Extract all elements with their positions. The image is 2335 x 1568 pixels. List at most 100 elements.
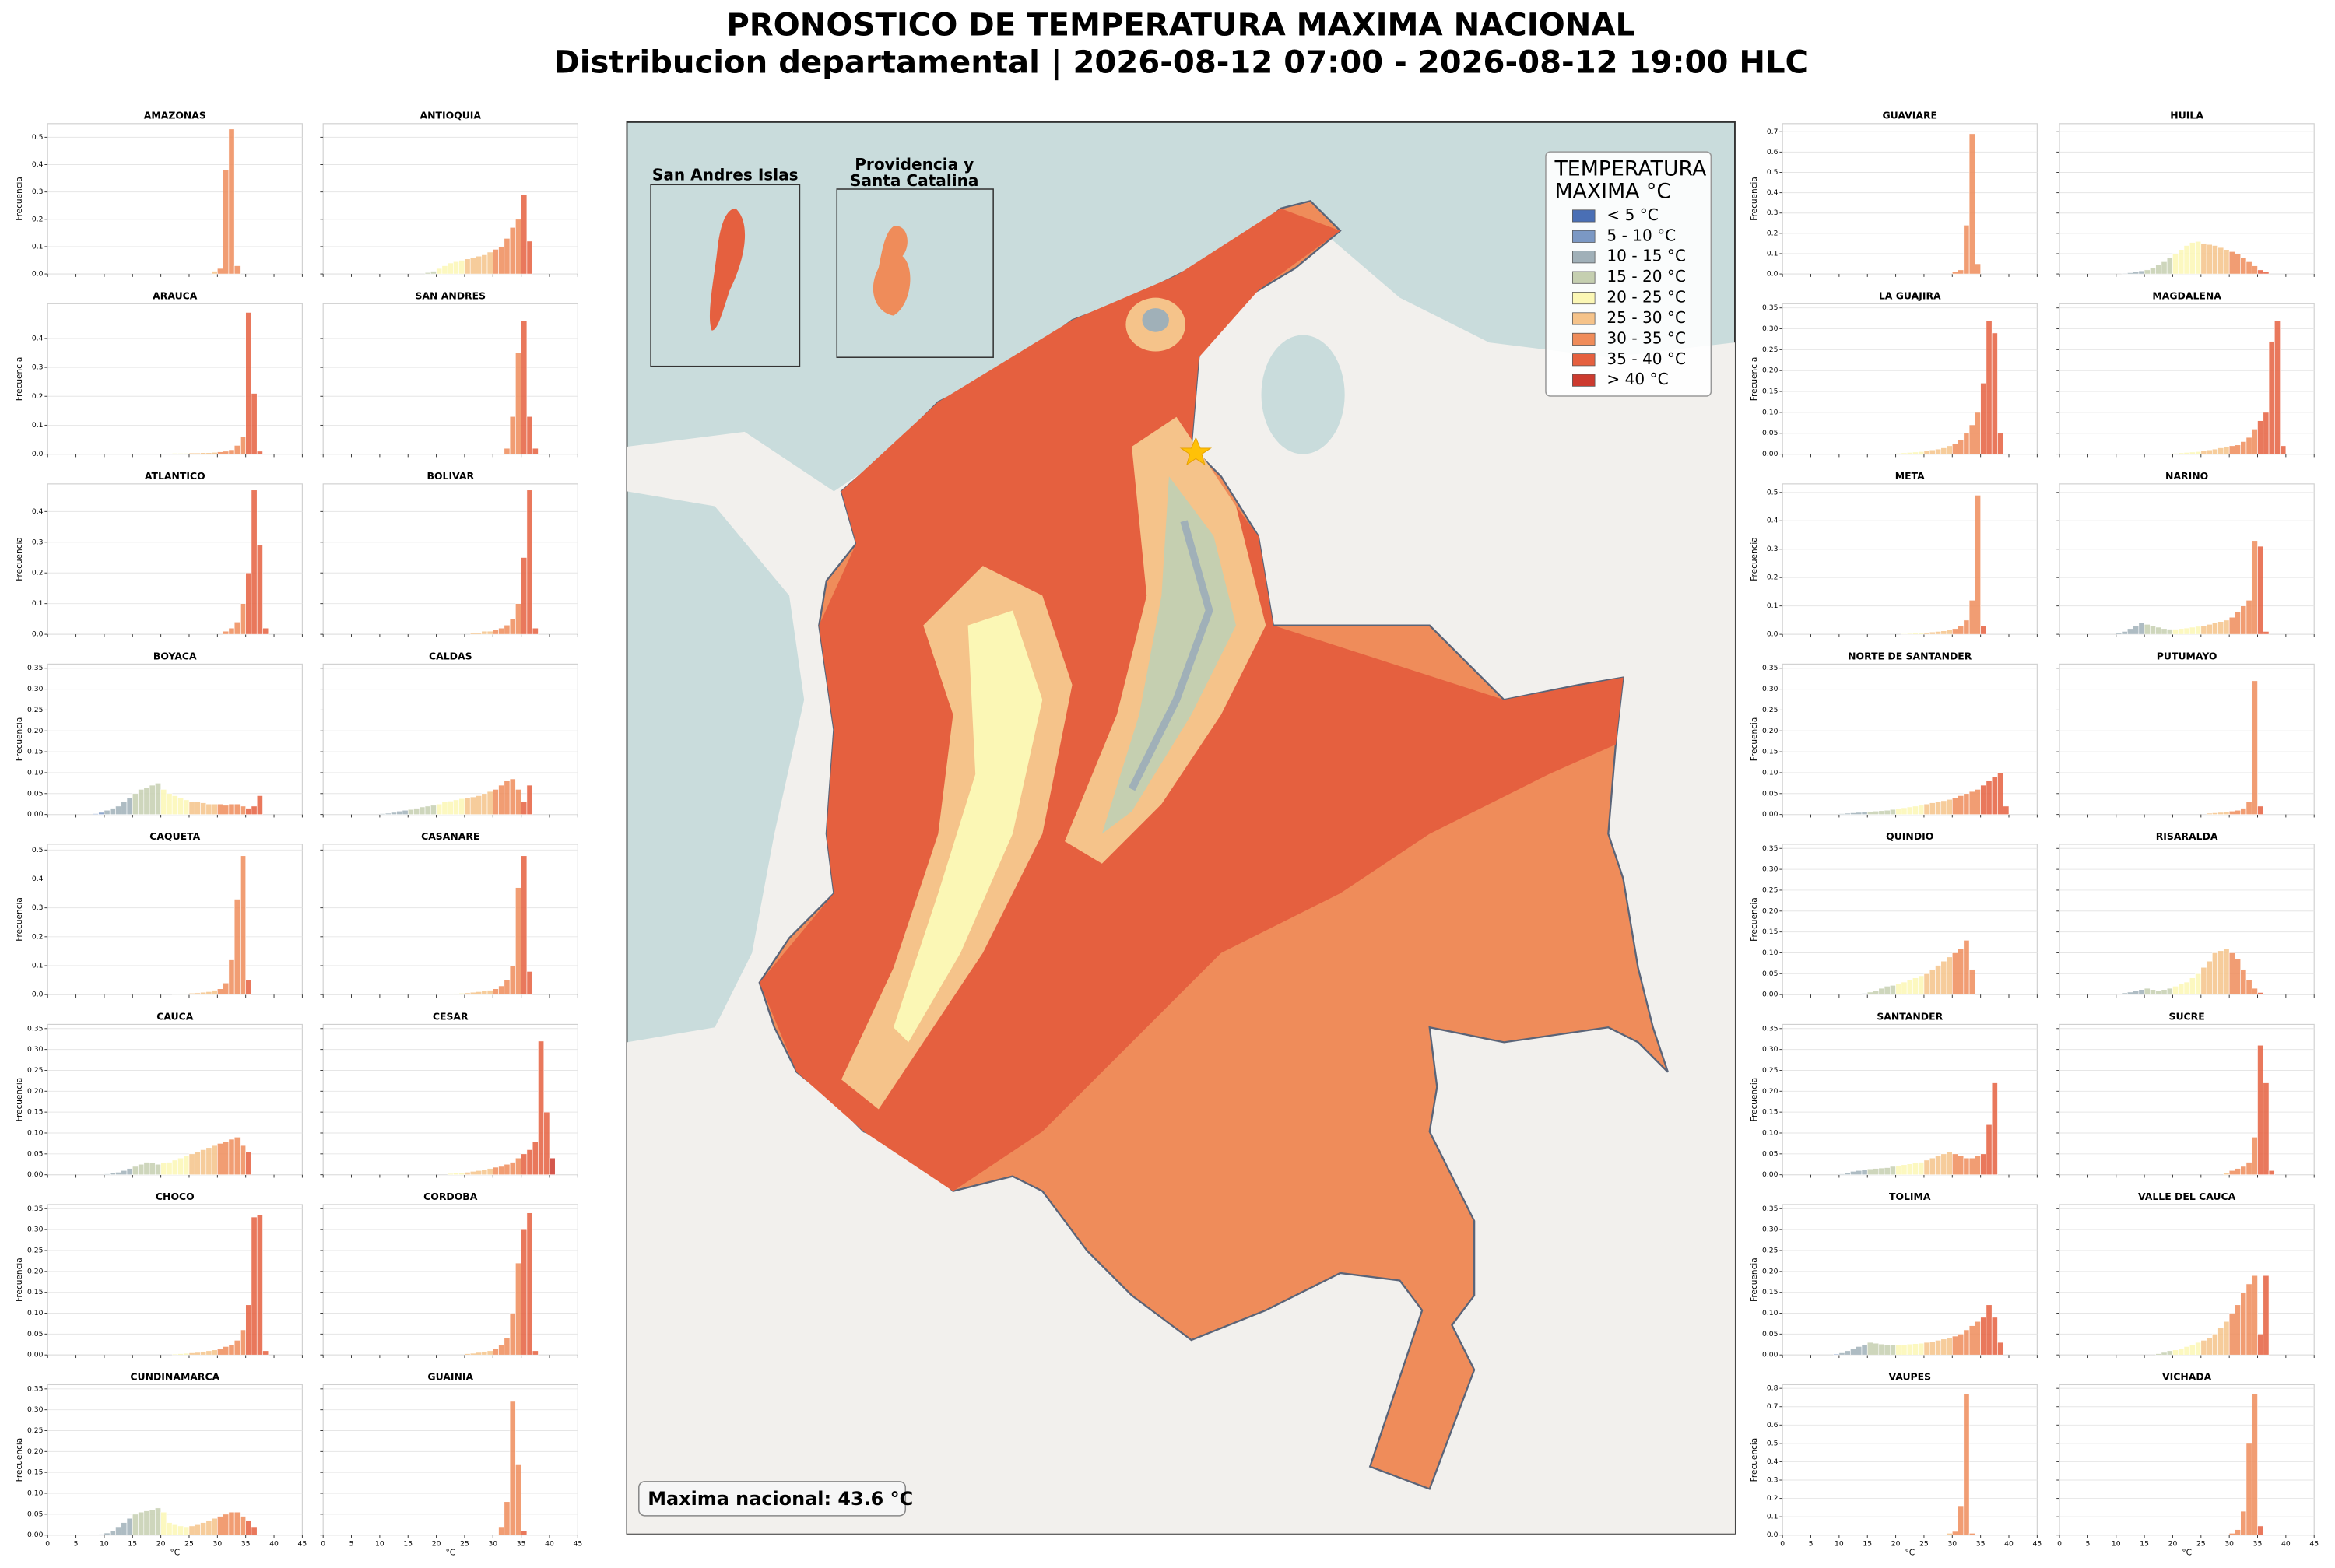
y-tick-label: 0.35 [27,1205,44,1213]
x-tick-label: 5 [349,1540,354,1549]
y-tick-label: 0.25 [27,706,44,714]
x-tick-label: 0 [45,1540,50,1549]
bar [2245,1162,2252,1175]
bar [2240,1166,2247,1175]
bar [2200,1340,2207,1356]
bar [2206,960,2213,995]
bar [200,1149,207,1175]
histogram-panel: CESAR [320,1010,578,1178]
y-axis-label: Frecuencia [1750,717,1759,762]
bar [1912,451,1919,454]
bar [521,321,528,454]
bar [115,805,122,815]
bar [245,980,252,995]
bar [211,1145,218,1175]
bar [256,795,263,815]
bar [526,1212,533,1356]
bar [469,1171,476,1175]
bar [498,627,505,635]
bar [205,1350,212,1356]
x-tick-label: 20 [2168,1540,2178,1549]
bar [2166,629,2173,635]
bar [188,802,195,815]
legend-swatch [1572,209,1596,223]
bar [493,1348,499,1356]
bar [1873,1168,1880,1175]
bar [223,451,230,454]
bar [240,1329,246,1356]
bar [441,802,448,815]
legend-swatch [1572,271,1596,284]
bar [155,1507,161,1536]
bar [413,808,420,815]
histogram-panel: BOLIVAR [320,470,578,637]
bar [1952,628,1958,635]
histogram-panel: HUILA [2056,110,2315,277]
bar [1963,225,1970,275]
eastern-andes-high [1101,476,1237,834]
y-tick-label: 0.00 [1762,810,1778,819]
bar [1895,1345,1902,1356]
y-tick-label: 0.10 [27,1489,44,1498]
bar [2200,451,2207,454]
y-tick-label: 0.10 [27,1309,44,1317]
bar [228,1511,235,1536]
panel-title: BOLIVAR [427,470,475,482]
y-tick-label: 0.15 [27,748,44,756]
bar [1958,439,1965,454]
bar [2127,628,2133,635]
bar [1968,133,1975,275]
bar [228,1344,235,1356]
bar [2228,251,2235,275]
bar [1952,1531,1958,1536]
bar [138,1511,145,1536]
plot-frame [1782,303,2038,455]
bar [171,795,178,815]
y-tick-label: 0.05 [1762,1330,1778,1338]
x-tick-label: 10 [2112,1540,2121,1549]
histogram-panel: CHOCO 0.00 0.05 0.10 0.15 0.20 0.25 0.30 0.35 Fre… [15,1191,303,1359]
bar [481,793,488,815]
bar [2235,1304,2241,1356]
histogram-panel: PUTUMAYO [2056,650,2315,818]
bar [1975,495,1981,635]
bar [1929,969,1936,995]
bar [2257,420,2264,454]
bar [1878,1167,1885,1175]
bar [155,783,161,815]
bar [2166,1350,2173,1356]
bar [2166,987,2173,995]
bar [177,1353,184,1356]
bar [447,801,454,815]
y-tick-label: 0.5 [32,133,44,142]
bar [234,899,241,995]
bar [2116,632,2123,635]
y-tick-label: 0.15 [27,1108,44,1117]
y-axis-label: Frecuencia [15,717,24,762]
y-axis-label: Frecuencia [15,897,24,942]
y-tick-label: 0.2 [32,932,44,941]
bar [2178,628,2185,635]
bar [2161,1352,2168,1356]
legend-title: TEMPERATURA [1554,157,1707,181]
bar [1890,809,1896,815]
bar [486,1350,493,1356]
bar [1963,793,1970,815]
annotation: Maxima nacional: 43.6 °C [648,1488,913,1510]
bar [234,445,241,454]
y-tick-label: 0.15 [1762,928,1778,936]
y-tick-label: 0.4 [32,507,44,516]
legend-label: 35 - 40 °C [1606,349,1686,368]
bar [2240,605,2247,635]
y-tick-label: 0.30 [1762,324,1778,333]
bar [256,545,263,635]
bar [2212,448,2218,454]
bar [205,1147,212,1175]
bar [223,630,230,635]
bar [521,1153,528,1175]
bar [2240,257,2247,275]
x-tick-label: 0 [1780,1540,1785,1549]
bar [1991,1317,1998,1356]
bar [407,809,414,815]
bar [205,1520,212,1536]
